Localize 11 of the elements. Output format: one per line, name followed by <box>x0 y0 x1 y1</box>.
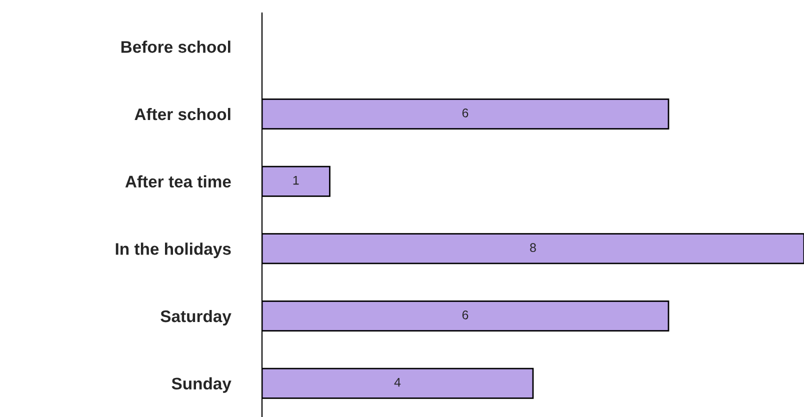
y-tick-label: After school <box>134 108 230 120</box>
y-tick-label: After tea time <box>125 175 231 188</box>
data-label: 8 <box>530 243 536 252</box>
y-tick-label: Saturday <box>160 310 232 326</box>
y-tick-label: Sunday <box>172 377 232 393</box>
data-label: 4 <box>394 378 401 387</box>
data-label: 6 <box>462 108 468 118</box>
y-tick-label: In the holidays <box>116 242 231 258</box>
y-tick-label: Before school <box>121 40 230 53</box>
data-label: 6 <box>462 310 468 320</box>
data-label: 1 <box>293 176 299 185</box>
